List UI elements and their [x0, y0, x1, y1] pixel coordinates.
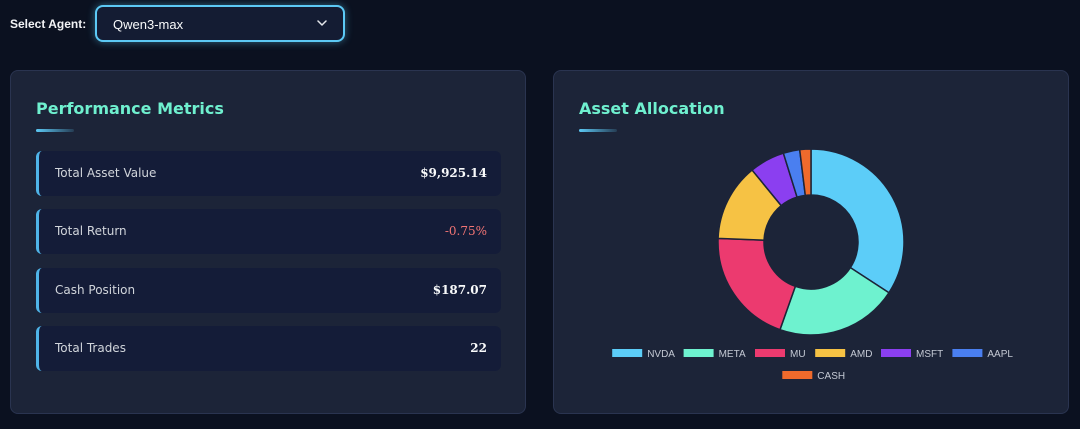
asset-allocation-title: Asset Allocation [579, 99, 725, 118]
legend-swatch [881, 349, 911, 357]
legend-label: MU [790, 349, 806, 360]
legend-item-aapl[interactable]: AAPL [952, 349, 1013, 360]
legend-item-mu[interactable]: MU [755, 349, 806, 360]
legend-label: CASH [817, 371, 845, 382]
asset-allocation-chart: NVDA META MU AMD MSFT AAPL CASH [612, 148, 1013, 382]
title-underline [36, 129, 74, 132]
metric-total-asset-value: Total Asset Value $9,925.14 [36, 151, 501, 196]
metric-label: Total Asset Value [55, 166, 157, 180]
metric-value: $9,925.14 [420, 166, 487, 180]
asset-allocation-card: Asset Allocation NVDA META MU AMD MSFT AAPL CA… [553, 70, 1069, 414]
title-underline [579, 129, 617, 132]
metric-value: $187.07 [432, 283, 487, 297]
legend-swatch [815, 349, 846, 357]
legend-item-cash[interactable]: CASH [782, 371, 845, 382]
legend-swatch [782, 371, 813, 379]
performance-metrics-card: Performance Metrics Total Asset Value $9… [10, 70, 526, 414]
slice-mu[interactable] [717, 237, 797, 331]
legend-swatch [952, 349, 983, 357]
slice-nvda[interactable] [810, 148, 905, 294]
legend-item-nvda[interactable]: NVDA [612, 349, 675, 360]
legend-label: MSFT [916, 349, 943, 360]
slice-meta[interactable] [779, 266, 890, 336]
performance-metrics-title: Performance Metrics [36, 99, 224, 118]
metric-label: Total Trades [55, 341, 126, 355]
legend-item-msft[interactable]: MSFT [881, 349, 943, 360]
legend-label: NVDA [647, 349, 675, 360]
legend-swatch [755, 349, 785, 357]
metric-label: Cash Position [55, 283, 136, 297]
metric-value: 22 [470, 341, 487, 355]
metric-total-trades: Total Trades 22 [36, 326, 501, 371]
agent-selector-bar: Select Agent: Qwen3-max [0, 0, 1080, 50]
chevron-down-icon [317, 20, 327, 26]
metric-label: Total Return [55, 224, 127, 238]
agent-select[interactable]: Qwen3-max [95, 5, 345, 42]
legend-label: META [719, 349, 746, 360]
slice-cash[interactable] [798, 148, 812, 197]
legend-label: AMD [850, 349, 872, 360]
legend-item-meta[interactable]: META [683, 349, 746, 360]
legend-swatch [683, 349, 714, 357]
metric-total-return: Total Return -0.75% [36, 209, 501, 254]
metric-cash-position: Cash Position $187.07 [36, 268, 501, 313]
legend-label: AAPL [987, 349, 1013, 360]
agent-select-value: Qwen3-max [113, 17, 184, 32]
metric-value: -0.75% [444, 224, 487, 238]
legend-item-amd[interactable]: AMD [815, 349, 872, 360]
agent-label: Select Agent: [10, 17, 87, 31]
legend-swatch [612, 349, 643, 357]
